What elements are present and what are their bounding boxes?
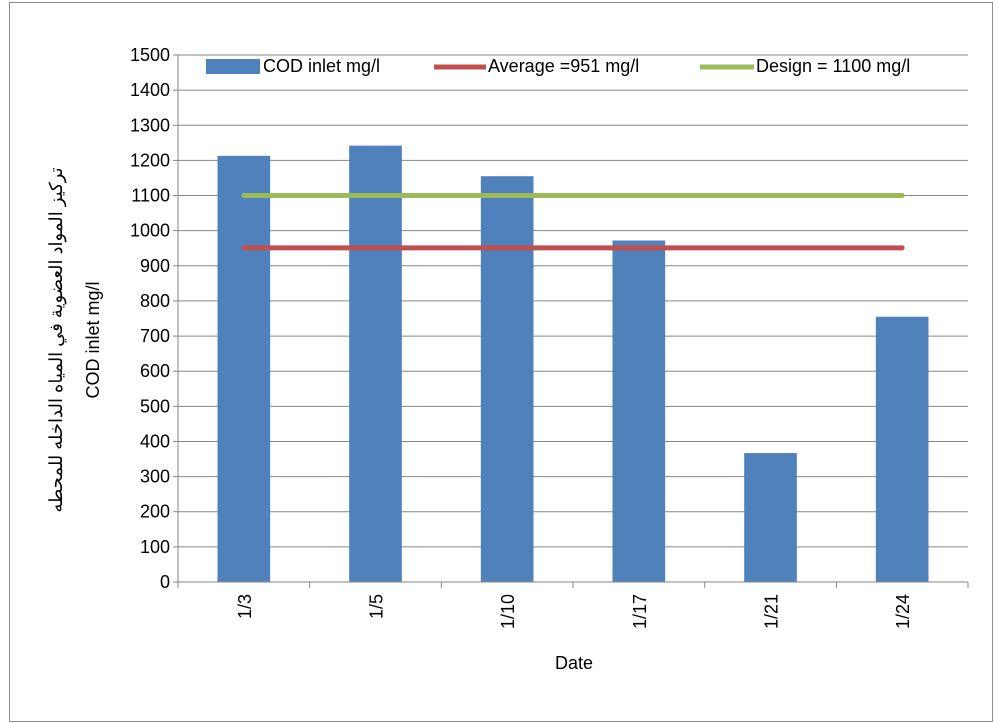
bar-1-21 bbox=[744, 453, 797, 582]
y-tick-label: 1100 bbox=[131, 186, 170, 206]
bar-1-5 bbox=[349, 145, 402, 583]
y-tick-label: 300 bbox=[140, 467, 170, 487]
y-tick-label: 1300 bbox=[130, 115, 170, 135]
y-tick-label: 1000 bbox=[130, 221, 170, 241]
y-axis-title-arabic: تركيز المواد العضوية في المياه الداخله ل… bbox=[46, 167, 67, 512]
x-tick-label: 1/10 bbox=[498, 594, 518, 629]
axes bbox=[173, 54, 969, 588]
legend-item-cod: COD inlet mg/l bbox=[206, 56, 380, 76]
line-series bbox=[241, 193, 905, 251]
y-tick-labels: 0 100 200 300 400 500 600 700 800 900 1000 1100 1200… bbox=[130, 45, 170, 592]
y-tick-label: 800 bbox=[140, 291, 170, 311]
y-axis-title-english: COD inlet mg/l bbox=[83, 281, 103, 398]
gridlines bbox=[178, 54, 968, 548]
y-tick-label: 200 bbox=[140, 502, 170, 522]
x-axis-title: Date bbox=[555, 653, 593, 673]
y-tick-label: 0 bbox=[160, 572, 170, 592]
legend-label-average: Average =951 mg/l bbox=[488, 56, 639, 76]
y-tick-label: 700 bbox=[140, 326, 170, 346]
y-tick-label: 1500 bbox=[130, 45, 170, 65]
x-tick-label: 1/5 bbox=[367, 594, 387, 619]
legend-item-average: Average =951 mg/l bbox=[434, 56, 639, 76]
bar-1-3 bbox=[217, 155, 271, 582]
bar-1-24 bbox=[875, 316, 929, 582]
bar-series bbox=[217, 145, 929, 583]
y-tick-label: 600 bbox=[140, 361, 170, 381]
legend: COD inlet mg/l Average =951 mg/l Design … bbox=[206, 56, 910, 76]
x-tick-label: 1/24 bbox=[893, 594, 913, 629]
x-tick-label: 1/21 bbox=[762, 594, 782, 629]
legend-label-cod: COD inlet mg/l bbox=[263, 56, 380, 76]
y-tick-label: 1400 bbox=[130, 80, 170, 100]
legend-item-design: Design = 1100 mg/l bbox=[700, 56, 910, 76]
y-tick-label: 100 bbox=[140, 537, 170, 557]
y-tick-label: 400 bbox=[140, 431, 170, 451]
bar-1-10 bbox=[480, 176, 534, 582]
y-tick-label: 1200 bbox=[130, 150, 170, 170]
legend-swatch-cod bbox=[206, 59, 260, 74]
legend-label-design: Design = 1100 mg/l bbox=[756, 56, 910, 76]
x-tick-label: 1/3 bbox=[235, 594, 255, 619]
bar-1-17 bbox=[612, 240, 666, 582]
y-tick-label: 500 bbox=[140, 396, 170, 416]
y-tick-label: 900 bbox=[140, 256, 170, 276]
x-tick-label: 1/17 bbox=[630, 594, 650, 629]
x-tick-labels: 1/3 1/5 1/10 1/17 1/21 1/24 bbox=[235, 594, 913, 629]
